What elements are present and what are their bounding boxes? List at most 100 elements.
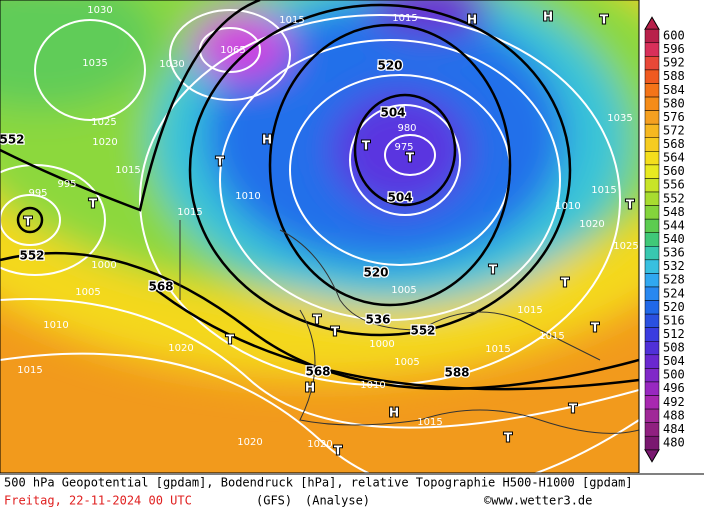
colorbar-label: 500 <box>663 368 685 382</box>
colorbar-swatch <box>644 56 660 71</box>
colorbar-label: 564 <box>663 151 685 165</box>
isobars <box>0 9 639 473</box>
map-label: T <box>561 276 570 290</box>
map-label: T <box>489 263 498 277</box>
map-labels: 1030 1015 1015 H H T 1035 1030 1065 520 1025 552 102… <box>0 5 639 459</box>
map-label: 995 <box>28 188 47 199</box>
colorbar-arrow-top <box>644 16 660 30</box>
map-label: 1010 <box>555 201 580 212</box>
map-label: 1020 <box>237 437 262 448</box>
map-label: 1015 <box>591 185 616 196</box>
colorbar-swatch <box>644 96 660 111</box>
map-label: T <box>362 139 371 153</box>
map-label: 552 <box>0 133 25 147</box>
colorbar-label: 484 <box>663 422 685 436</box>
map-label: 536 <box>365 313 390 327</box>
map-label: 520 <box>377 59 402 73</box>
colorbar-label: 560 <box>663 164 685 178</box>
colorbar-label: 480 <box>663 436 685 450</box>
colorbar-swatch <box>644 354 660 369</box>
map-label: T <box>313 313 322 327</box>
colorbar-label: 548 <box>663 205 685 219</box>
colorbar-label: 580 <box>663 96 685 110</box>
map-label: 588 <box>444 366 469 380</box>
map-label: 1015 <box>177 207 202 218</box>
colorbar-label: 508 <box>663 341 685 355</box>
colorbar-swatch <box>644 246 660 261</box>
map-label: H <box>543 10 553 24</box>
map-label: 1015 <box>485 344 510 355</box>
colorbar-swatch <box>644 259 660 274</box>
map-label: 1005 <box>391 285 416 296</box>
colorbar-label: 552 <box>663 191 685 205</box>
map-label: 552 <box>410 324 435 338</box>
map-label: 504 <box>380 106 405 120</box>
colorbar-label: 544 <box>663 218 685 232</box>
map-label: 1015 <box>17 365 42 376</box>
colorbar-label: 492 <box>663 395 685 409</box>
footer-model: (GFS) <box>256 494 292 508</box>
colorbar: 6005965925885845805765725685645605565525… <box>644 16 685 463</box>
map-label: 552 <box>19 249 44 263</box>
geopotential-lines <box>0 0 639 391</box>
map-label: 980 <box>397 123 416 134</box>
map-label: 975 <box>394 142 413 153</box>
map-label: T <box>89 197 98 211</box>
colorbar-swatch <box>644 151 660 166</box>
coastlines <box>179 220 639 434</box>
colorbar-swatch <box>644 28 660 44</box>
colorbar-label: 496 <box>663 381 685 395</box>
colorbar-swatch <box>644 422 660 437</box>
colorbar-swatch <box>644 327 660 342</box>
colorbar-swatch <box>644 341 660 356</box>
map-label: H <box>467 13 477 27</box>
map-label: 1015 <box>115 165 140 176</box>
map-label: 1035 <box>82 58 107 69</box>
colorbar-swatch <box>644 395 660 410</box>
colorbar-swatch <box>644 164 660 179</box>
map-label: 520 <box>363 266 388 280</box>
colorbar-swatch <box>644 42 660 57</box>
colorbar-swatch <box>644 435 660 451</box>
colorbar-label: 576 <box>663 110 685 124</box>
map-label: H <box>262 133 272 147</box>
colorbar-swatch <box>644 408 660 423</box>
map: 1030 1015 1015 H H T 1035 1030 1065 520 1025 552 102… <box>0 0 639 473</box>
map-label: 1025 <box>613 241 638 252</box>
colorbar-arrow-bottom <box>644 449 660 463</box>
colorbar-swatch <box>644 286 660 301</box>
colorbar-label: 600 <box>663 29 685 43</box>
map-label: T <box>591 321 600 335</box>
colorbar-swatch <box>644 273 660 288</box>
map-label: T <box>626 198 635 212</box>
colorbar-label: 584 <box>663 83 685 97</box>
map-label: 995 <box>57 179 76 190</box>
colorbar-label: 536 <box>663 246 685 260</box>
colorbar-swatch <box>644 368 660 383</box>
map-label: 568 <box>148 280 173 294</box>
colorbar-swatch <box>644 83 660 98</box>
colorbar-label: 540 <box>663 232 685 246</box>
colorbar-swatch <box>644 232 660 247</box>
colorbar-label: 512 <box>663 327 685 341</box>
colorbar-swatch <box>644 137 660 152</box>
colorbar-label: 488 <box>663 408 685 422</box>
map-label: 1005 <box>394 357 419 368</box>
colorbar-swatch <box>644 313 660 328</box>
map-label: 1015 <box>417 417 442 428</box>
colorbar-swatch <box>644 69 660 84</box>
map-label: T <box>216 155 225 169</box>
colorbar-label: 520 <box>663 300 685 314</box>
colorbar-swatch <box>644 381 660 396</box>
map-label: 1030 <box>159 59 184 70</box>
map-label: 1065 <box>220 45 245 56</box>
map-label: 1010 <box>43 320 68 331</box>
map-label: T <box>24 215 33 229</box>
map-label: 1025 <box>91 117 116 128</box>
map-label: 1015 <box>517 305 542 316</box>
map-label: 1020 <box>92 137 117 148</box>
colorbar-label: 572 <box>663 123 685 137</box>
map-label: 1010 <box>360 380 385 391</box>
